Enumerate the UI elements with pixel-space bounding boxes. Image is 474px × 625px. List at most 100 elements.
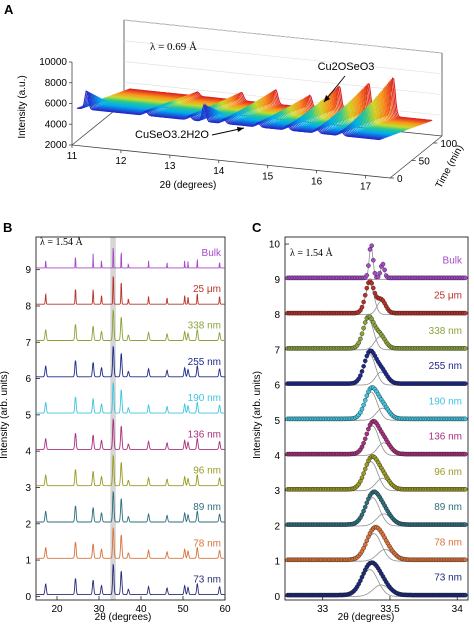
series-label: 255 nm — [429, 361, 462, 372]
data-point — [463, 381, 468, 386]
annotation-cuseo3: CuSeO3.2H2O — [135, 129, 209, 141]
data-point — [364, 285, 370, 291]
x-tick-label: 13 — [164, 161, 176, 172]
data-point — [380, 261, 386, 267]
data-point — [463, 346, 468, 351]
back-grid-line — [123, 40, 443, 75]
y-tick-label: 4 — [274, 451, 280, 462]
waterfall-trace — [76, 90, 381, 141]
waterfall-trace — [80, 92, 385, 139]
data-point — [361, 325, 366, 331]
data-point — [362, 436, 368, 442]
data-point — [361, 440, 366, 446]
y-tick-label: 8 — [25, 301, 31, 312]
y-tick-label: 4 — [25, 447, 31, 458]
series-label: 89 nm — [434, 502, 462, 513]
y-tick-label: 10 — [269, 240, 281, 251]
x-tick-label: 50 — [177, 604, 189, 615]
data-point — [359, 406, 365, 412]
series-label: 78 nm — [193, 538, 221, 549]
data-point — [359, 331, 365, 337]
series-label: 96 nm — [434, 467, 462, 478]
y-tick-label: 5 — [25, 410, 31, 421]
data-point — [463, 522, 468, 527]
axis-box-edge — [71, 144, 391, 179]
y-tick-label: 8 — [274, 310, 280, 321]
series-label: 190 nm — [429, 396, 462, 407]
x-tick-label: 14 — [213, 166, 225, 177]
series-label: 73 nm — [193, 575, 221, 586]
series-label: 255 nm — [188, 357, 221, 368]
annotation-cu2oseo3: Cu2OSeO3 — [318, 61, 375, 73]
y-tick-label: 0 — [274, 592, 280, 603]
data-point — [463, 451, 468, 457]
panel-a-y-label: Time (min) — [434, 143, 466, 190]
panel-b-lambda: λ = 1.54 Å — [40, 236, 83, 248]
data-point — [359, 304, 365, 310]
back-grid-line — [123, 61, 443, 95]
series-label: Bulk — [202, 248, 222, 259]
series-label: 338 nm — [188, 320, 221, 331]
data-point — [371, 257, 376, 263]
x-tick-label: 11 — [67, 151, 78, 162]
waterfall-trace — [88, 96, 392, 136]
plot-frame — [284, 236, 469, 601]
panel-a-x-label: 2θ (degrees) — [160, 180, 217, 191]
series-label: 338 nm — [429, 326, 462, 337]
data-point — [361, 508, 366, 514]
data-point — [364, 500, 370, 506]
panel-label-b: B — [3, 220, 12, 235]
waterfall-trace — [83, 93, 387, 138]
x-tick-label: 33 — [317, 604, 329, 615]
series-label: 96 nm — [193, 466, 221, 477]
y-tick-label: 7 — [25, 338, 31, 349]
data-point — [359, 369, 365, 374]
pattern-trace — [36, 276, 225, 305]
data-point — [369, 243, 374, 248]
z-tick-label: 10000 — [39, 57, 67, 68]
data-point — [463, 275, 468, 281]
data-point — [364, 431, 370, 437]
data-point — [367, 247, 373, 252]
data-point — [362, 358, 368, 364]
data-point — [361, 471, 366, 476]
axis-box-edge — [389, 135, 443, 179]
pattern-trace — [36, 454, 225, 487]
annotation-cuseo3-arrowhead — [237, 127, 244, 132]
y-tick-label: 0 — [25, 592, 31, 603]
pattern-trace — [36, 248, 225, 269]
data-point — [362, 466, 368, 472]
waterfall-trace — [84, 94, 389, 138]
data-point — [463, 592, 468, 598]
highlight-band — [110, 237, 116, 600]
pattern-trace — [36, 418, 225, 450]
series-label: 136 nm — [429, 432, 462, 443]
back-grid-line — [123, 19, 443, 54]
pattern-trace — [36, 309, 225, 341]
y-tick-label: 3 — [25, 483, 31, 494]
y-tick-label: 7 — [274, 345, 280, 356]
data-point — [362, 542, 368, 547]
data-point — [361, 364, 366, 369]
data-point — [361, 299, 366, 305]
x-tick-label: 17 — [360, 181, 372, 192]
y-tick-label: 1 — [25, 556, 31, 567]
panel-label-c: C — [252, 220, 262, 235]
data-point — [364, 273, 370, 278]
x-tick-label: 12 — [115, 156, 127, 167]
waterfall-trace — [79, 91, 383, 140]
series-label: 136 nm — [188, 429, 221, 440]
time-tick-label: 100 — [440, 139, 457, 150]
z-tick-label: 6000 — [45, 99, 68, 110]
panel-c-x-label: 2θ (degrees) — [338, 612, 395, 623]
data-point — [463, 416, 468, 422]
y-tick-label: 9 — [274, 275, 280, 286]
y-tick-label: 5 — [274, 416, 280, 427]
pattern-trace — [36, 490, 225, 523]
panel-a-lambda: λ = 0.69 Å — [150, 41, 197, 53]
y-tick-label: 1 — [274, 557, 280, 568]
z-tick-label: 4000 — [45, 119, 68, 130]
panel-b: B 20 30 40 50 60 0 1 2 3 4 5 6 7 8 9 73 nm 78 nm 89 nm 96 … — [0, 220, 231, 623]
